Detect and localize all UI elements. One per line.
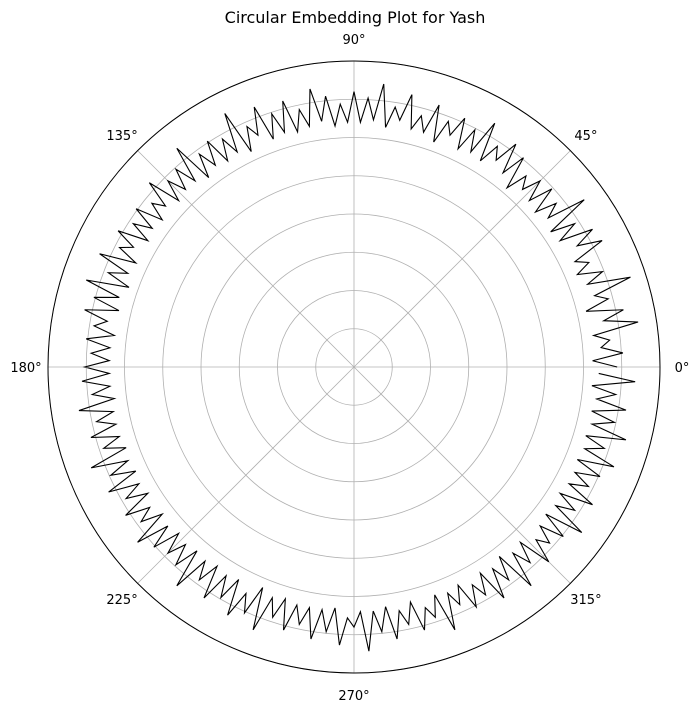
angle-tick-label: 135° — [106, 129, 137, 144]
angle-tick-label: 225° — [106, 593, 137, 608]
angular-gridline — [353, 150, 571, 368]
angle-tick-label: 0° — [675, 361, 690, 376]
series-line — [78, 83, 639, 652]
angle-tick-label: 180° — [10, 361, 41, 376]
angular-gridline — [353, 366, 571, 584]
angular-gridline — [137, 366, 355, 584]
angular-gridlines — [48, 61, 660, 673]
angle-tick-label: 270° — [338, 689, 369, 704]
series-layer — [78, 83, 639, 652]
angle-tick-label: 90° — [342, 33, 365, 48]
angle-tick-labels: 0° 45° 90° 135° 180° 225° 270° 315° — [10, 33, 689, 704]
polar-frame — [47, 60, 661, 674]
angular-gridline — [137, 150, 355, 368]
angle-tick-label: 315° — [570, 593, 601, 608]
chart-title: Circular Embedding Plot for Yash — [224, 8, 486, 27]
angle-tick-label: 45° — [574, 129, 597, 144]
